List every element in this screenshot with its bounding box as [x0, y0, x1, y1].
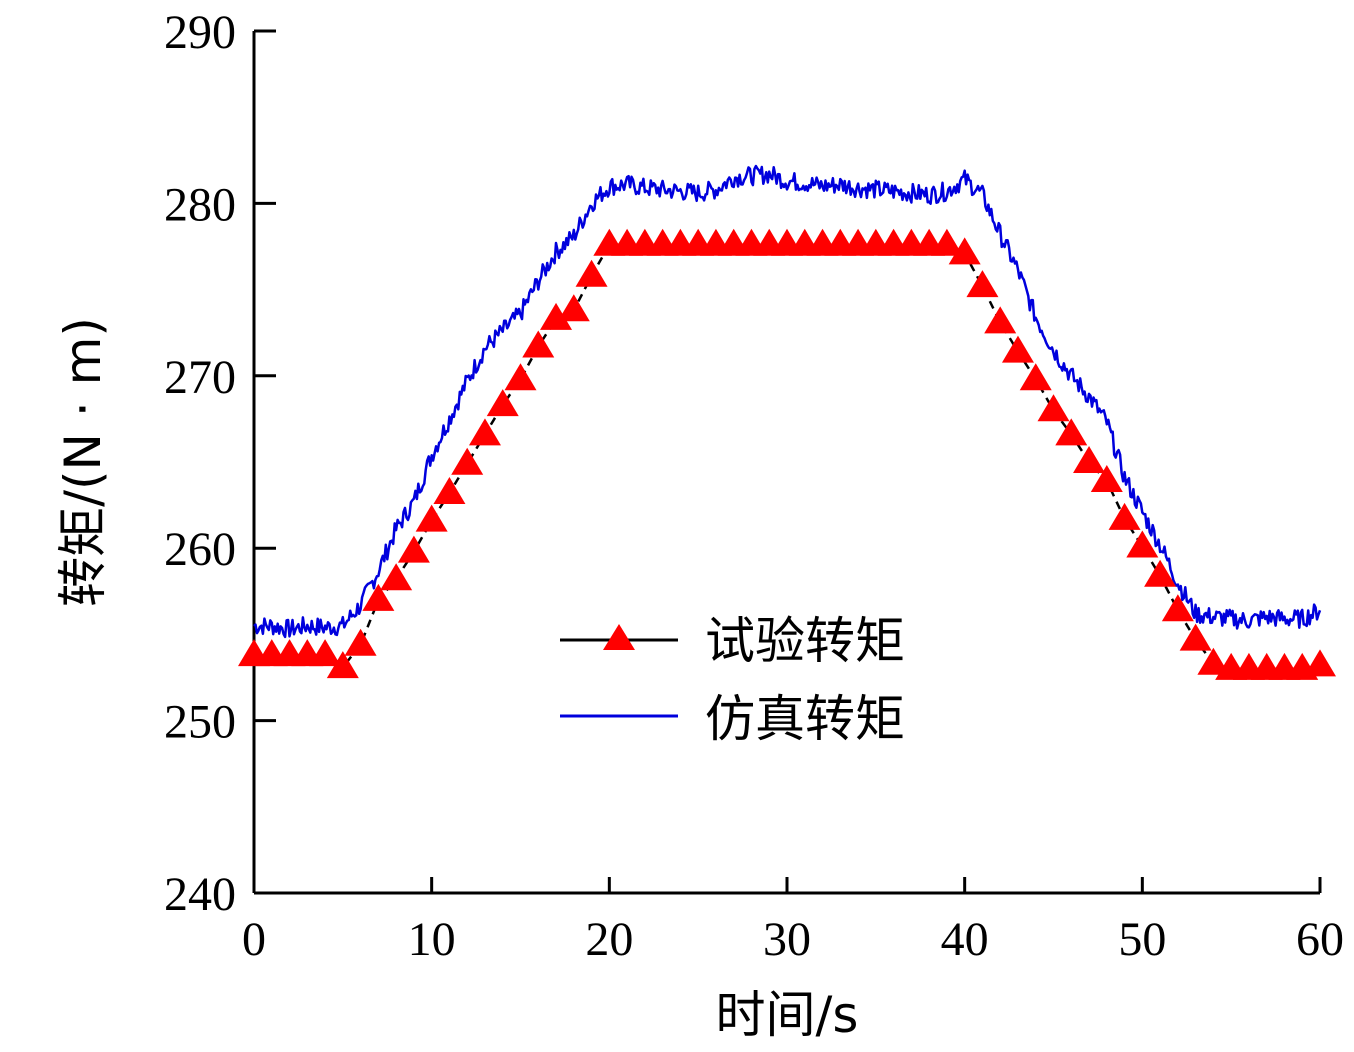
x-tick-label: 10	[408, 913, 456, 966]
y-tick-label: 240	[164, 868, 236, 921]
y-ticks: 240 250 260 270 280 290	[164, 6, 276, 921]
data-point-experimental	[1019, 363, 1052, 391]
series-layer	[238, 164, 1336, 680]
x-tick-label: 20	[585, 913, 633, 966]
y-tick-label: 250	[164, 696, 236, 749]
data-point-experimental	[504, 363, 537, 391]
data-point-experimental	[344, 628, 377, 656]
data-point-experimental	[1304, 649, 1336, 677]
data-point-experimental	[930, 228, 963, 256]
data-point-experimental	[984, 306, 1017, 334]
y-axis-title: 转矩/(N · m)	[54, 317, 112, 607]
x-tick-label: 30	[763, 913, 811, 966]
data-point-experimental	[309, 639, 342, 667]
data-point-experimental	[486, 389, 519, 417]
x-tick-label: 40	[941, 913, 989, 966]
data-point-experimental	[1161, 594, 1194, 622]
x-tick-label: 0	[242, 913, 266, 966]
data-point-experimental	[522, 330, 555, 358]
x-axis-title: 时间/s	[716, 986, 859, 1044]
y-tick-label: 280	[164, 178, 236, 231]
data-point-experimental	[575, 259, 608, 287]
series-line-simulated	[253, 164, 1322, 639]
legend-marker-experimental	[603, 624, 635, 650]
legend-entry-simulated: 仿真转矩	[560, 690, 905, 748]
series-line-experimental	[254, 243, 1321, 671]
data-point-experimental	[540, 302, 573, 330]
x-tick-label: 50	[1118, 913, 1166, 966]
legend-label-simulated: 仿真转矩	[705, 690, 905, 748]
data-point-experimental	[468, 418, 501, 446]
data-point-experimental	[362, 583, 395, 611]
axes: 0 10 20 30 40 50 60 240 250 260 270 280 290	[164, 6, 1344, 966]
data-point-experimental	[1179, 623, 1212, 651]
data-point-experimental	[1144, 559, 1177, 587]
data-point-experimental	[433, 477, 466, 505]
x-ticks: 0 10 20 30 40 50 60	[242, 877, 1344, 966]
y-tick-label: 260	[164, 523, 236, 576]
data-point-experimental	[948, 237, 981, 265]
data-point-experimental	[415, 504, 448, 532]
y-tick-label: 290	[164, 6, 236, 59]
data-point-experimental	[1197, 647, 1230, 675]
data-point-experimental	[1055, 418, 1088, 446]
legend-label-experimental: 试验转矩	[705, 612, 905, 670]
data-point-experimental	[1001, 335, 1034, 363]
data-point-experimental	[557, 294, 590, 322]
data-point-experimental	[1037, 394, 1070, 422]
data-point-experimental	[451, 447, 484, 475]
legend: 试验转矩 仿真转矩	[560, 612, 905, 748]
y-tick-label: 270	[164, 351, 236, 404]
data-point-experimental	[966, 270, 999, 298]
data-point-experimental	[1108, 502, 1141, 530]
data-point-experimental	[397, 535, 430, 563]
data-point-experimental	[380, 563, 413, 591]
data-point-experimental	[326, 651, 359, 679]
legend-entry-experimental: 试验转矩	[560, 612, 905, 670]
data-point-experimental	[1126, 530, 1159, 558]
data-point-experimental	[1073, 446, 1106, 473]
x-tick-label: 60	[1296, 913, 1344, 966]
data-point-experimental	[1090, 464, 1123, 492]
